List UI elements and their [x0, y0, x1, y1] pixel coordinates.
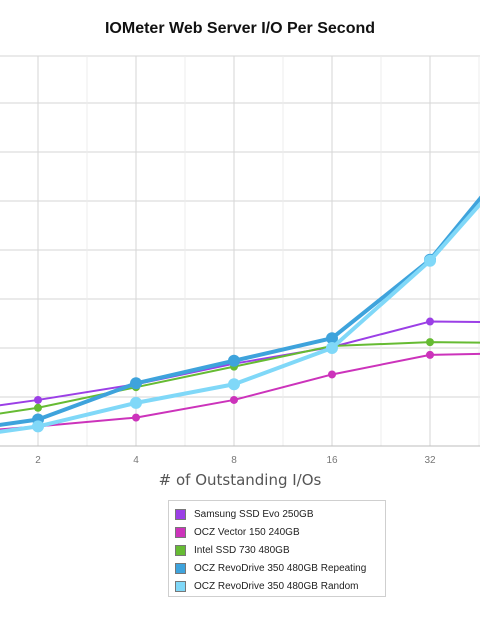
- legend-label: Intel SSD 730 480GB: [194, 544, 290, 556]
- data-point: [228, 354, 240, 367]
- legend-item: Intel SSD 730 480GB: [175, 541, 379, 559]
- data-point: [426, 317, 434, 326]
- data-point: [34, 395, 42, 404]
- legend-item: OCZ RevoDrive 350 480GB Repeating: [175, 559, 379, 577]
- x-tick-label: 4: [133, 455, 139, 466]
- data-point: [326, 332, 338, 345]
- data-point: [328, 370, 336, 379]
- chart-title: IOMeter Web Server I/O Per Second: [104, 20, 376, 37]
- data-point: [32, 420, 44, 433]
- grid: [0, 55, 480, 447]
- data-point: [132, 413, 140, 422]
- x-tick-label: 8: [231, 455, 237, 466]
- legend-item: OCZ Vector 150 240GB: [175, 523, 379, 541]
- data-point: [426, 338, 434, 347]
- legend-swatch: [175, 544, 186, 556]
- data-point: [228, 378, 240, 391]
- legend-item: Samsung SSD Evo 250GB: [175, 505, 379, 523]
- x-tick-labels: 2 4 8 16 32: [35, 455, 436, 466]
- legend-label: Samsung SSD Evo 250GB: [194, 508, 314, 520]
- legend-swatch: [175, 562, 186, 574]
- x-tick-label: 32: [424, 455, 436, 466]
- legend-swatch: [175, 526, 186, 538]
- legend-swatch: [175, 508, 186, 520]
- x-tick-label: 16: [326, 455, 338, 466]
- data-point: [426, 350, 434, 359]
- legend-item: OCZ RevoDrive 350 480GB Random: [175, 577, 379, 595]
- series-lines: [0, 195, 480, 434]
- data-point: [130, 377, 142, 390]
- data-point: [130, 396, 142, 409]
- x-tick-label: 2: [35, 455, 41, 466]
- series-line: [0, 195, 480, 427]
- data-point: [326, 342, 338, 354]
- data-point: [34, 403, 42, 412]
- line-chart: 2 4 8 16 32: [0, 55, 480, 466]
- x-axis-label: # of Outstanding I/Os: [158, 471, 322, 489]
- legend-swatch: [175, 580, 186, 592]
- legend-label: OCZ RevoDrive 350 480GB Repeating: [194, 562, 367, 574]
- legend-label: OCZ Vector 150 240GB: [194, 526, 300, 538]
- legend-label: OCZ RevoDrive 350 480GB Random: [194, 580, 359, 592]
- data-point: [230, 395, 238, 404]
- legend: Samsung SSD Evo 250GB OCZ Vector 150 240G…: [168, 500, 386, 597]
- data-point: [424, 254, 436, 267]
